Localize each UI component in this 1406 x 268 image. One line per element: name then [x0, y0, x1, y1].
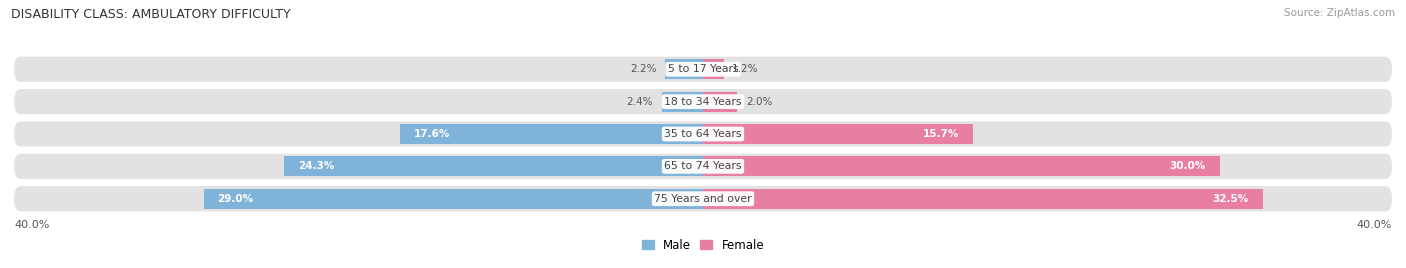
Bar [703, 124, 973, 144]
Bar [665, 59, 703, 79]
Text: 30.0%: 30.0% [1170, 161, 1206, 171]
Bar [204, 189, 703, 209]
FancyBboxPatch shape [14, 89, 1392, 114]
Legend: Male, Female: Male, Female [641, 239, 765, 252]
Bar [662, 92, 703, 112]
Text: 65 to 74 Years: 65 to 74 Years [664, 161, 742, 171]
Text: 15.7%: 15.7% [924, 129, 960, 139]
FancyBboxPatch shape [14, 186, 1392, 211]
Text: 75 Years and over: 75 Years and over [654, 194, 752, 204]
Text: 17.6%: 17.6% [413, 129, 450, 139]
Bar [284, 156, 703, 176]
Text: 40.0%: 40.0% [14, 220, 49, 230]
Text: DISABILITY CLASS: AMBULATORY DIFFICULTY: DISABILITY CLASS: AMBULATORY DIFFICULTY [11, 8, 291, 21]
Text: 40.0%: 40.0% [1357, 220, 1392, 230]
Text: Source: ZipAtlas.com: Source: ZipAtlas.com [1284, 8, 1395, 18]
FancyBboxPatch shape [14, 57, 1392, 82]
Text: 2.4%: 2.4% [627, 97, 652, 107]
Bar [703, 59, 724, 79]
Text: 29.0%: 29.0% [218, 194, 253, 204]
Text: 2.2%: 2.2% [630, 64, 657, 74]
FancyBboxPatch shape [14, 154, 1392, 179]
Text: 1.2%: 1.2% [733, 64, 759, 74]
Bar [703, 156, 1219, 176]
Text: 2.0%: 2.0% [747, 97, 772, 107]
Bar [399, 124, 703, 144]
Text: 32.5%: 32.5% [1213, 194, 1249, 204]
FancyBboxPatch shape [14, 121, 1392, 147]
Bar [703, 92, 738, 112]
Text: 5 to 17 Years: 5 to 17 Years [668, 64, 738, 74]
Text: 24.3%: 24.3% [298, 161, 335, 171]
Bar [703, 189, 1263, 209]
Text: 18 to 34 Years: 18 to 34 Years [664, 97, 742, 107]
Text: 35 to 64 Years: 35 to 64 Years [664, 129, 742, 139]
